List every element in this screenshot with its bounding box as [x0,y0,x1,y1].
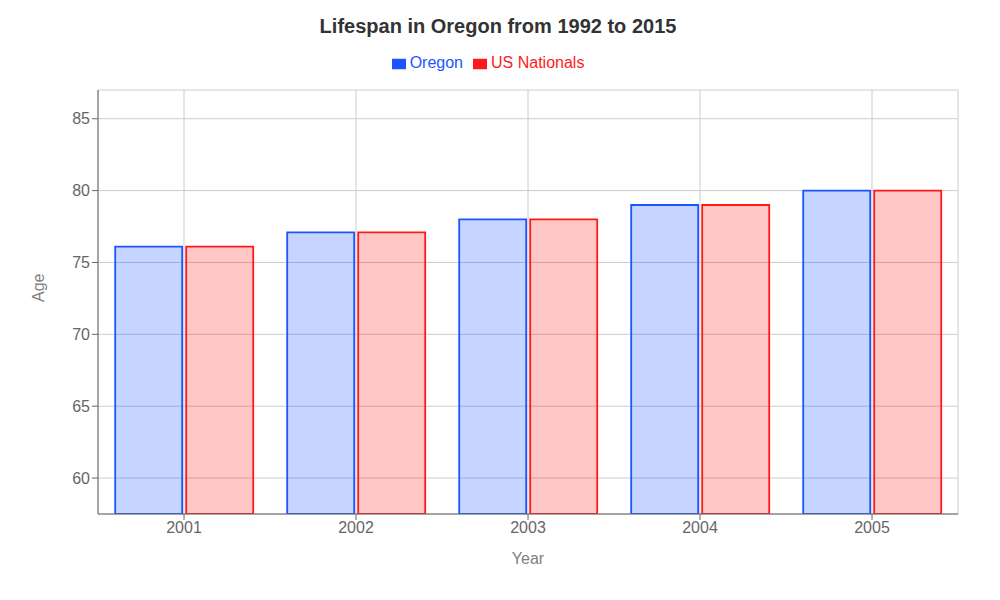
svg-text:85: 85 [72,110,90,127]
svg-text:80: 80 [72,182,90,199]
svg-text:2005: 2005 [854,519,890,536]
svg-text:75: 75 [72,254,90,271]
svg-text:2001: 2001 [166,519,202,536]
html-text:US Nationals: US Nationals [491,54,585,71]
html-text:Lifespan in Oregon from 1992 t: Lifespan in Oregon from 1992 to 2015 [319,15,677,37]
svg-text:65: 65 [72,398,90,415]
svg-text:Age: Age [30,273,47,302]
svg-text:Year: Year [512,550,545,567]
svg-text:60: 60 [72,470,90,487]
svg-text:2004: 2004 [682,519,718,536]
svg-text:2002: 2002 [338,519,374,536]
svg-text:2003: 2003 [510,519,546,536]
svg-text:70: 70 [72,326,90,343]
html-text:Oregon: Oregon [409,54,463,71]
